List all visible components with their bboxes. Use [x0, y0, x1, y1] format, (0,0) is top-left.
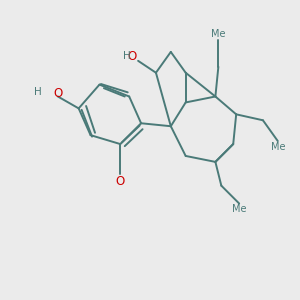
Text: Me: Me	[271, 142, 285, 152]
Text: H: H	[123, 51, 131, 62]
Text: O: O	[116, 175, 125, 188]
Text: Me: Me	[232, 204, 246, 214]
Text: O: O	[128, 50, 136, 63]
Text: O: O	[53, 87, 63, 100]
Text: H: H	[34, 87, 41, 97]
Text: Me: Me	[211, 29, 226, 39]
